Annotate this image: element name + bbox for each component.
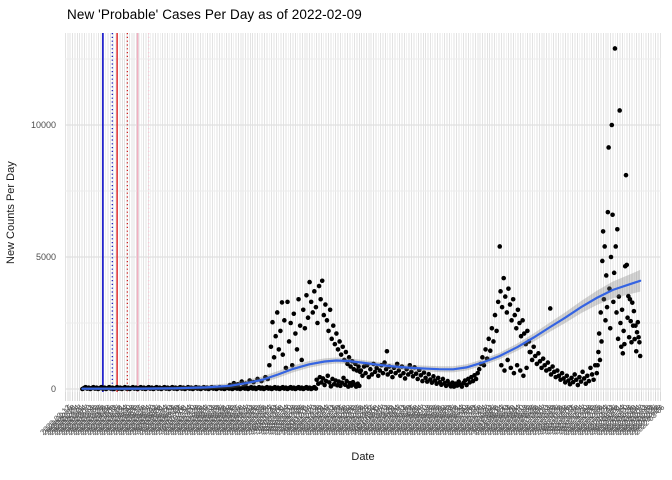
- plot-svg: [65, 33, 661, 401]
- y-axis-title: New Counts Per Day: [5, 161, 17, 264]
- y-tick-label-0: 0: [50, 384, 56, 394]
- x-tick-labels: 2020-02-12 2020-02-15 2020-02-18 2020-02-21…: [0, 401, 672, 451]
- scatter-points: [80, 46, 643, 392]
- y-tick-label-10000: 10000: [30, 120, 56, 130]
- smooth-line: [81, 279, 642, 390]
- vline-rules: [102, 33, 150, 401]
- h-gridlines: [65, 58, 661, 390]
- plot-panel: [65, 33, 661, 401]
- chart-title: New 'Probable' Cases Per Day as of 2022-…: [67, 7, 362, 22]
- y-tick-label-5000: 5000: [35, 252, 56, 262]
- x-axis-title: Date: [351, 451, 375, 463]
- x-tick-strip: [65, 392, 661, 401]
